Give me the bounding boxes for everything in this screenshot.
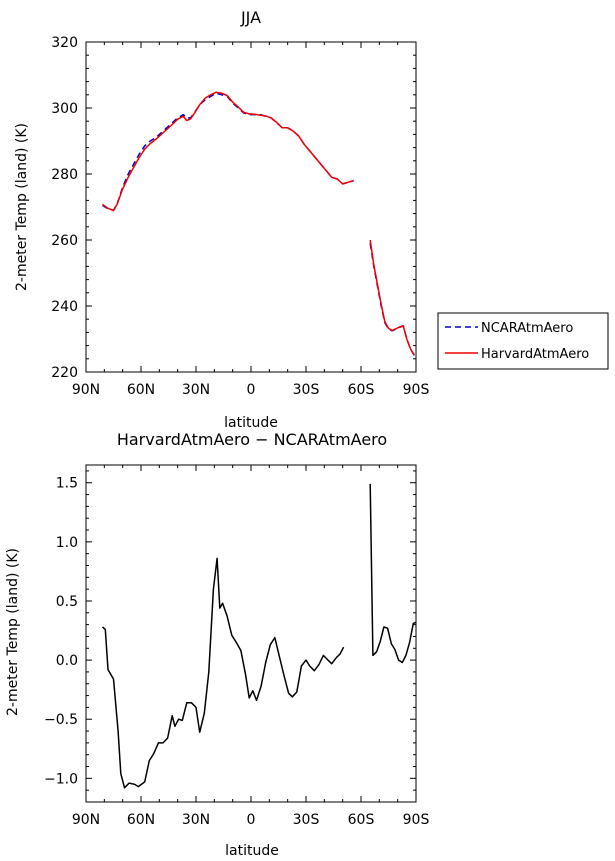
x-tick-label: 30N <box>182 812 210 828</box>
y-tick-label: 0.0 <box>56 653 78 669</box>
y-tick-label: −1.0 <box>44 771 78 787</box>
y-tick-label: 0.5 <box>56 594 78 610</box>
x-tick-label: 90S <box>403 382 430 398</box>
x-tick-label: 0 <box>247 812 256 828</box>
series-HarvardAtmAero-line-0 <box>102 91 354 212</box>
y-tick-label: 220 <box>51 365 78 381</box>
series-NCARAtmAero-line-0 <box>102 92 354 212</box>
difference-series-line-0 <box>102 557 345 789</box>
x-tick-label: 30S <box>293 812 320 828</box>
series-HarvardAtmAero-line-1 <box>369 239 415 356</box>
y-tick-label: 320 <box>51 35 78 51</box>
chart-title: HarvardAtmAero − NCARAtmAero <box>117 430 387 449</box>
legend: NCARAtmAero HarvardAtmAero <box>437 312 609 370</box>
plot-area <box>102 483 417 789</box>
x-tick-label: 60N <box>127 382 155 398</box>
chart-title: JJA <box>240 8 261 27</box>
y-tick-label: 300 <box>51 101 78 117</box>
x-tick-label: 30N <box>182 382 210 398</box>
x-tick-label: 90N <box>72 812 100 828</box>
x-tick-label: 30S <box>293 382 320 398</box>
legend-label-harvard: HarvardAtmAero <box>481 347 589 362</box>
y-tick-label: 1.5 <box>56 476 78 492</box>
plot-frame <box>85 41 417 373</box>
y-tick-label: 240 <box>51 299 78 315</box>
x-tick-label: 90N <box>72 382 100 398</box>
x-tick-label: 0 <box>247 382 256 398</box>
y-tick-label: 1.0 <box>56 535 78 551</box>
axes: 90N 60N 30N 0 30S 60S 90S −1.0 −0.5 0.0 0.5 1.0 1.5 <box>44 465 429 828</box>
x-tick-label: 90S <box>403 812 430 828</box>
plot-frame <box>85 464 417 803</box>
x-axis-title: latitude <box>224 415 278 431</box>
y-axis-title: 2-meter Temp (land) (K) <box>14 123 30 291</box>
x-tick-label: 60N <box>127 812 155 828</box>
x-axis-title: latitude <box>225 843 279 859</box>
x-tick-label: 60S <box>348 812 375 828</box>
y-tick-label: 260 <box>51 233 78 249</box>
legend-box <box>437 312 609 370</box>
plot-area <box>102 91 415 356</box>
bottom-panel: HarvardAtmAero − NCARAtmAero 2-meter Tem… <box>5 430 429 859</box>
axes: 90N 60N 30N 0 30S 60S 90S 220 240 260 280 300 320 <box>51 35 429 398</box>
top-panel: JJA 2-meter Temp (land) (K) latitude 90N… <box>14 8 609 431</box>
y-tick-label: 280 <box>51 167 78 183</box>
y-tick-label: −0.5 <box>44 712 78 728</box>
x-tick-label: 60S <box>348 382 375 398</box>
series-NCARAtmAero-line-1 <box>369 243 415 356</box>
y-axis-title: 2-meter Temp (land) (K) <box>5 548 21 716</box>
difference-series-line-1 <box>369 483 417 664</box>
legend-label-ncar: NCARAtmAero <box>481 321 573 336</box>
